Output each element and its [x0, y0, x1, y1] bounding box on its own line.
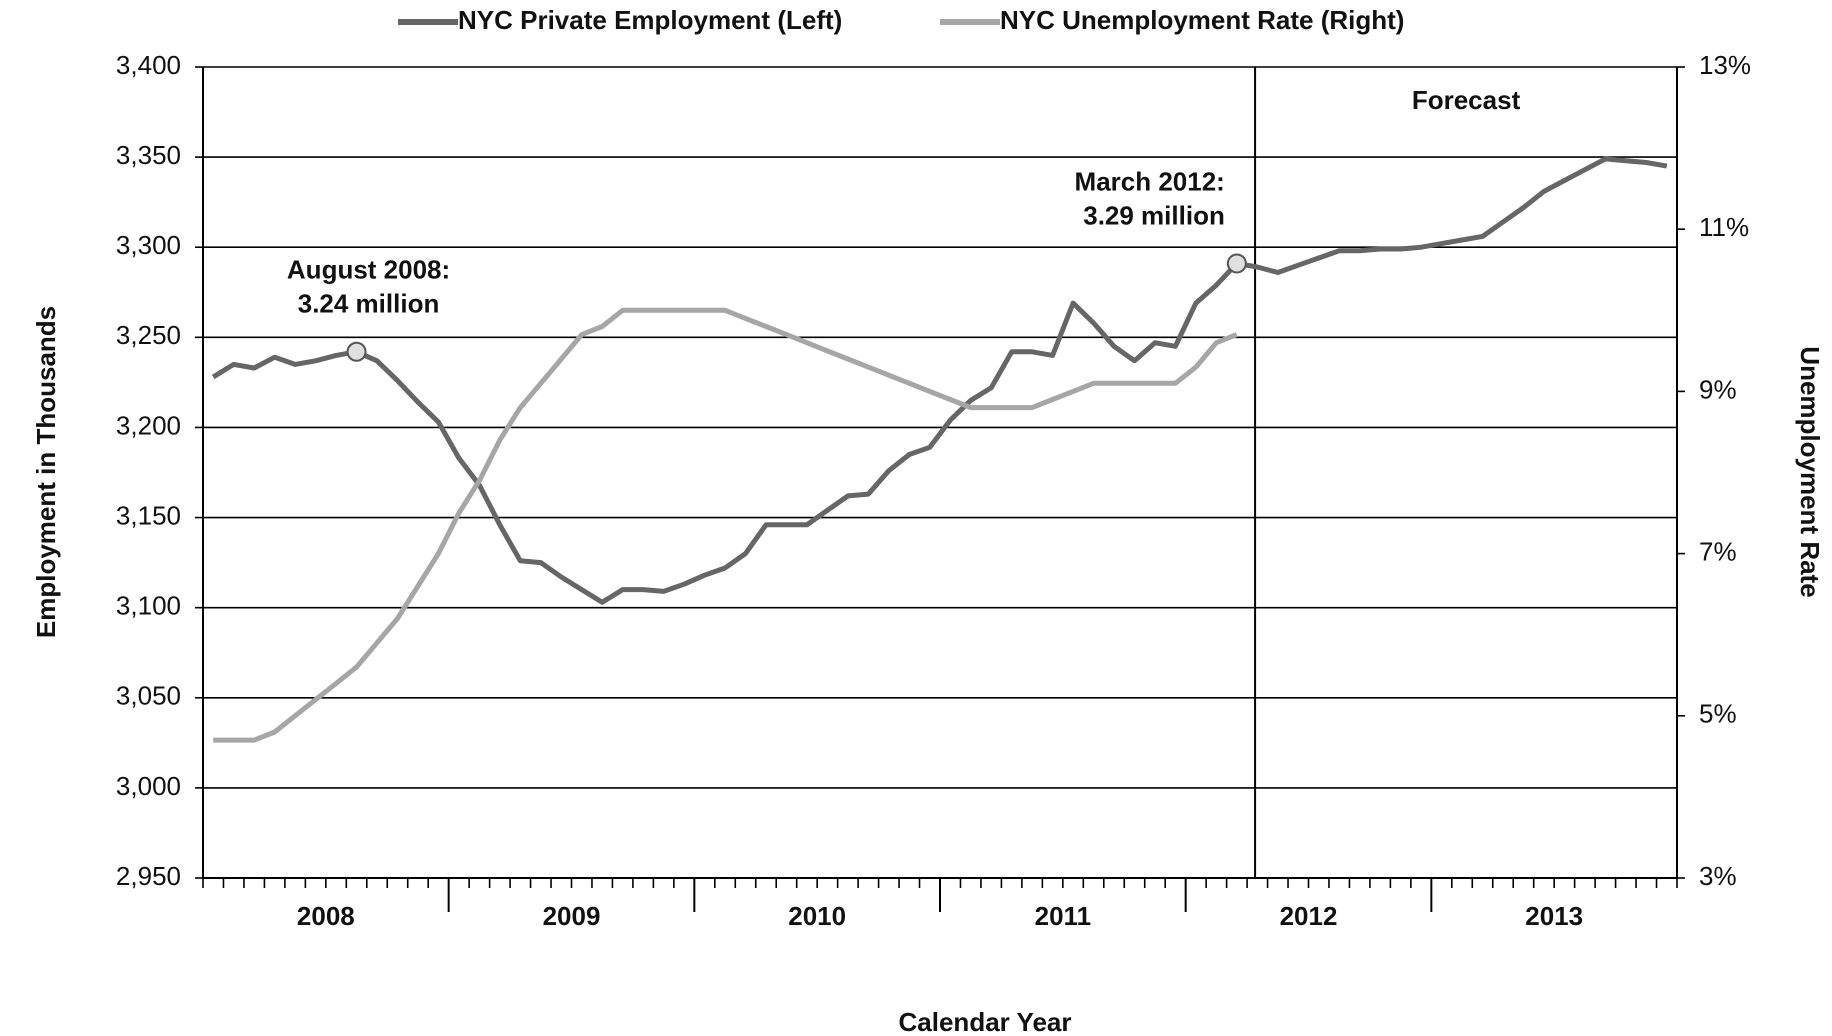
- y2-tick-label: 9%: [1699, 374, 1737, 404]
- y-tick-label: 3,400: [116, 50, 181, 80]
- x-tick-label: 2013: [1525, 901, 1583, 931]
- annotation: March 2012:: [1075, 166, 1225, 196]
- y2-tick-label: 5%: [1699, 699, 1737, 729]
- y2-axis-title: Unemployment Rate: [1795, 346, 1825, 597]
- y-axis-title: Employment in Thousands: [31, 306, 61, 638]
- y-tick-label: 3,300: [116, 230, 181, 260]
- series-line: [211, 156, 1668, 605]
- y-tick-label: 2,950: [116, 861, 181, 891]
- y-tick-label: 3,200: [116, 410, 181, 440]
- x-tick-label: 2010: [788, 901, 846, 931]
- y-tick-label: 3,250: [116, 320, 181, 350]
- legend-label: NYC Unemployment Rate (Right): [1000, 5, 1404, 35]
- x-tick-label: 2012: [1280, 901, 1338, 931]
- y2-tick-label: 3%: [1699, 861, 1737, 891]
- annotation: August 2008:: [287, 255, 450, 285]
- y-tick-label: 3,050: [116, 681, 181, 711]
- y-tick-label: 3,100: [116, 591, 181, 621]
- y-tick-label: 3,350: [116, 140, 181, 170]
- y2-tick-label: 7%: [1699, 536, 1737, 566]
- y2-tick-label: 13%: [1699, 50, 1751, 80]
- y2-tick-label: 11%: [1699, 212, 1749, 242]
- highlight-marker: [346, 341, 367, 362]
- x-axis-title: Calendar Year: [899, 1007, 1072, 1036]
- x-tick-label: 2008: [297, 901, 355, 931]
- annotation: Forecast: [1412, 85, 1521, 115]
- annotation: 3.29 million: [1083, 200, 1225, 230]
- y-tick-label: 3,000: [116, 771, 181, 801]
- annotation: 3.24 million: [298, 289, 440, 319]
- y-tick-label: 3,150: [116, 500, 181, 530]
- x-tick-label: 2009: [543, 901, 601, 931]
- legend-label: NYC Private Employment (Left): [458, 5, 842, 35]
- x-tick-label: 2011: [1035, 901, 1091, 931]
- series-line: [213, 307, 1238, 743]
- highlight-marker: [1226, 253, 1247, 274]
